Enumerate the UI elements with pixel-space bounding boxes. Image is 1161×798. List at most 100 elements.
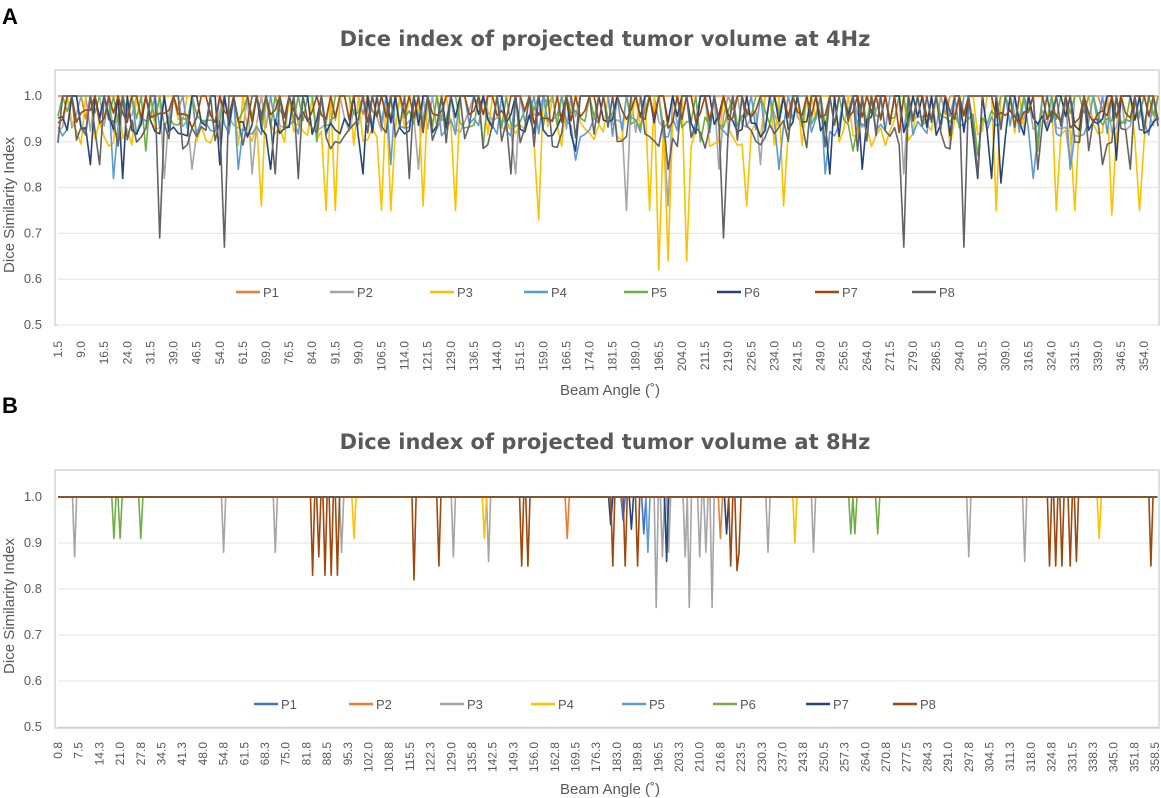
x-tick-label: 135.8: [465, 742, 479, 772]
y-tick-label: 0.8: [24, 180, 42, 195]
legend-label-p7: P7: [833, 697, 849, 712]
legend-label-p3: P3: [457, 285, 473, 300]
chart-a: 0.5 0.6 0.7 0.8 0.9 1.0 1.5 9.0 16.5 24.0 31.5 39.0…: [1, 69, 1160, 399]
x-tick-label: 204.0: [675, 341, 689, 371]
x-tick-label: 294.0: [952, 341, 966, 371]
x-tick-label: 181.5: [606, 341, 620, 371]
series-line-p5: [57, 95, 1159, 157]
x-tick-label: 243.8: [796, 742, 810, 772]
x-tick-label: 174.0: [583, 341, 597, 371]
legend-label-p3: P3: [467, 697, 483, 712]
legend-label-p2: P2: [376, 697, 392, 712]
x-tick-label: 159.0: [536, 341, 550, 371]
x-tick-label: 256.5: [837, 341, 851, 371]
x-tick-label: 1.5: [51, 341, 65, 358]
x-tick-label: 156.0: [527, 742, 541, 772]
x-tick-label: 7.5: [72, 742, 86, 759]
x-tick-label: 34.5: [154, 742, 168, 766]
x-tick-label: 41.3: [175, 742, 189, 766]
legend-label-p1: P1: [281, 697, 297, 712]
x-tick-label: 324.0: [1045, 341, 1059, 371]
x-tick-label: 311.3: [1003, 742, 1017, 771]
x-tick-label: 249.0: [814, 341, 828, 371]
legend-label-p8: P8: [939, 285, 955, 300]
y-tick-label: 0.9: [24, 134, 42, 149]
x-tick-label: 54.8: [217, 742, 231, 766]
x-tick-label: 16.5: [97, 341, 111, 365]
x-tick-label: 151.5: [513, 341, 527, 371]
x-tick-label: 264.0: [858, 742, 872, 772]
x-tick-label: 176.3: [589, 742, 603, 772]
x-tick-label: 114.0: [398, 341, 412, 370]
legend-label-p4: P4: [551, 285, 567, 300]
x-tick-label: 121.5: [421, 341, 435, 371]
legend-label-p7: P7: [842, 285, 858, 300]
legend-label-p2: P2: [357, 285, 373, 300]
panel-a-label: A: [2, 4, 18, 29]
y-tick-label: 0.7: [24, 225, 42, 240]
x-tick-label: 331.5: [1068, 341, 1082, 371]
x-tick-label: 129.0: [444, 341, 458, 371]
series-line-p7: [57, 95, 1159, 134]
x-tick-label: 115.5: [403, 742, 417, 771]
x-tick-label: 358.5: [1148, 742, 1161, 772]
legend-label-p6: P6: [740, 697, 756, 712]
series-line-p8: [57, 95, 1159, 248]
x-tick-label: 122.3: [424, 742, 438, 772]
x-tick-label: 39.0: [167, 341, 181, 365]
x-tick-label: 183.0: [610, 742, 624, 772]
legend-label-p8: P8: [920, 697, 936, 712]
x-tick-label: 196.5: [652, 341, 666, 371]
legend-label-p4: P4: [558, 697, 574, 712]
x-tick-label: 69.0: [259, 341, 273, 365]
x-tick-label: 136.5: [467, 341, 481, 371]
chart-a-title: Dice index of projected tumor volume at …: [340, 27, 871, 51]
y-tick-label: 0.8: [24, 581, 42, 596]
y-tick-label: 0.5: [24, 719, 42, 734]
x-tick-label: 291.0: [941, 742, 955, 772]
x-tick-label: 142.5: [486, 742, 500, 772]
x-tick-label: 271.5: [883, 341, 897, 371]
y-tick-label: 0.9: [24, 535, 42, 550]
x-tick-label: 76.5: [282, 341, 296, 365]
x-tick-label: 223.5: [734, 742, 748, 772]
x-tick-label: 61.5: [237, 742, 251, 766]
x-tick-label: 31.5: [143, 341, 157, 365]
x-tick-label: 351.8: [1127, 742, 1141, 772]
x-tick-label: 189.8: [631, 742, 645, 772]
x-tick-label: 24.0: [120, 341, 134, 365]
x-tick-label: 27.8: [134, 742, 148, 766]
legend-label-p5: P5: [651, 285, 667, 300]
x-tick-label: 210.0: [693, 742, 707, 772]
y-tick-label: 1.0: [24, 88, 42, 103]
y-tick-label: 0.7: [24, 627, 42, 642]
y-tick-label: 1.0: [24, 489, 42, 504]
x-tick-label: 257.3: [838, 742, 852, 772]
x-tick-label: 149.3: [506, 742, 520, 772]
x-tick-label: 95.3: [341, 742, 355, 766]
x-tick-label: 301.5: [975, 341, 989, 371]
y-tick-label: 0.6: [24, 271, 42, 286]
x-tick-label: 81.8: [299, 742, 313, 766]
x-tick-label: 144.0: [490, 341, 504, 371]
x-tick-label: 61.5: [236, 341, 250, 365]
x-tick-label: 338.3: [1086, 742, 1100, 772]
x-tick-label: 219.0: [721, 341, 735, 371]
x-tick-label: 339.0: [1091, 341, 1105, 371]
x-tick-label: 108.8: [382, 742, 396, 772]
x-axis-label: Beam Angle (˚): [560, 382, 660, 399]
legend-label-p1: P1: [263, 285, 279, 300]
x-tick-label: 279.0: [906, 341, 920, 371]
y-tick-label: 0.5: [24, 317, 42, 332]
x-tick-label: 75.0: [279, 742, 293, 766]
x-tick-label: 48.0: [196, 742, 210, 766]
x-tick-label: 54.0: [213, 341, 227, 365]
x-tick-label: 250.5: [817, 742, 831, 772]
x-tick-label: 346.5: [1114, 341, 1128, 371]
x-tick-label: 230.3: [755, 742, 769, 772]
x-tick-label: 304.5: [982, 742, 996, 772]
x-tick-label: 318.0: [1024, 742, 1038, 772]
legend-label-p5: P5: [649, 697, 665, 712]
x-axis-label: Beam Angle (˚): [560, 781, 660, 798]
